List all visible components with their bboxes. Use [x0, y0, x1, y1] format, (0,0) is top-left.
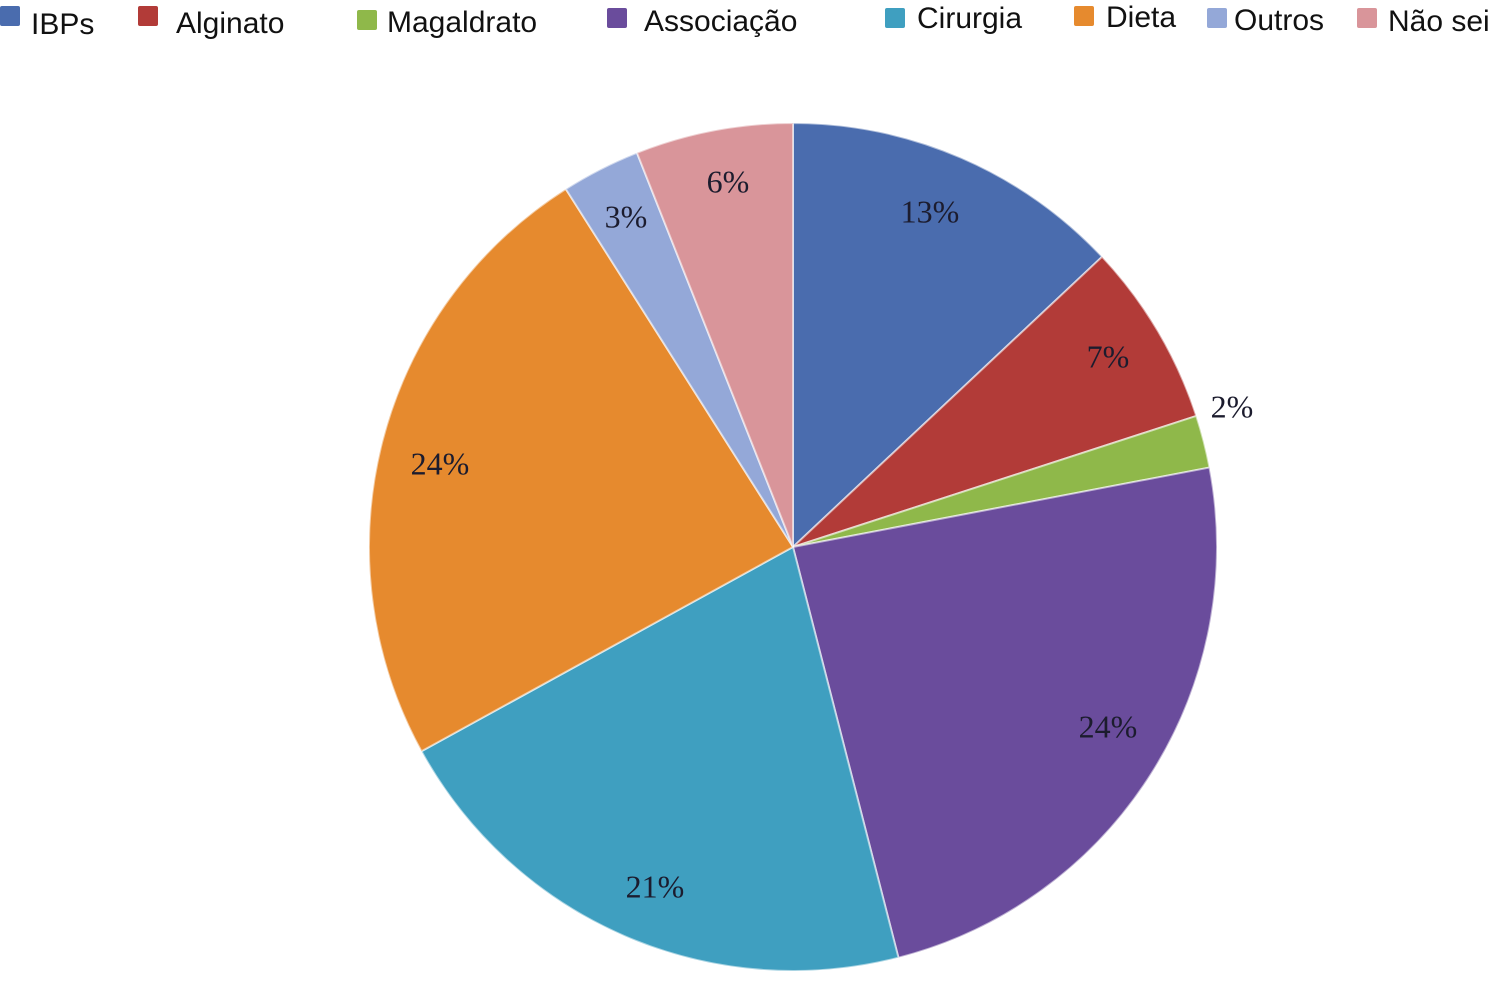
legend-swatch	[357, 10, 377, 30]
pie-slice-associacao	[791, 466, 1218, 959]
legend-swatch	[885, 8, 905, 28]
legend-item: Não sei	[1357, 5, 1490, 38]
legend-item: Magaldrato	[357, 6, 537, 39]
slice-label: 3%	[605, 198, 648, 234]
slice-label: 24%	[1079, 708, 1138, 744]
legend-label: Não sei	[1388, 5, 1490, 38]
legend-swatch	[1207, 8, 1227, 28]
legend-item: Dieta	[1074, 1, 1176, 34]
legend-item: Outros	[1207, 4, 1324, 37]
legend-label: Dieta	[1106, 1, 1176, 34]
legend-label: Cirurgia	[917, 2, 1022, 35]
pie-slices	[368, 121, 1218, 972]
slice-label: 13%	[901, 193, 960, 229]
legend-swatch	[0, 6, 20, 26]
slice-labels: 13% 7% 2% 24% 21% 24% 3% 6%	[411, 163, 1254, 904]
pie-slice-alginato	[792, 255, 1198, 548]
legend-label: Outros	[1234, 4, 1324, 37]
slice-label: 24%	[411, 445, 470, 481]
legend-label: Magaldrato	[387, 6, 537, 39]
legend-label: Alginato	[176, 7, 284, 40]
slice-label: 6%	[707, 163, 750, 199]
legend-label: Associação	[644, 5, 797, 38]
legend-swatch	[138, 6, 158, 26]
legend-item: Cirurgia	[885, 2, 1022, 35]
legend-item: IBPs	[0, 6, 94, 41]
legend-label: IBPs	[31, 8, 94, 41]
pie-slice-cirurgia	[420, 545, 900, 972]
pie-slice-dieta	[368, 187, 795, 753]
legend-item: Associação	[607, 5, 797, 38]
slice-label: 2%	[1211, 388, 1254, 424]
legend-swatch	[1074, 6, 1094, 26]
pie-slice-ibps	[792, 121, 1104, 550]
legend-item: Alginato	[138, 6, 284, 40]
legend-swatch	[607, 8, 627, 28]
slice-label: 21%	[626, 868, 685, 904]
slice-label: 7%	[1087, 338, 1130, 374]
chart-legend: IBPs Alginato Magaldrato Associação Cirurgia…	[0, 1, 1490, 41]
legend-swatch	[1357, 8, 1377, 28]
pie-slice-nao-sei	[635, 121, 794, 548]
